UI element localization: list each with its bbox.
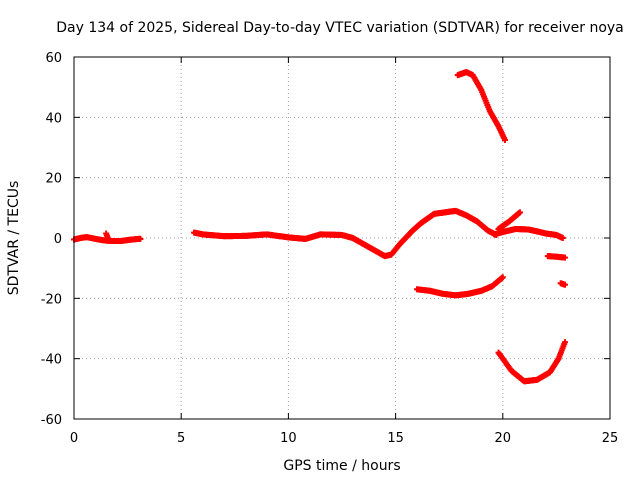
series-arc-1-spike (103, 230, 112, 243)
data-point (561, 339, 568, 346)
x-ticks: 0 5 10 15 20 25 (70, 57, 618, 446)
data-point (559, 235, 566, 241)
y-tick-label: 0 (54, 232, 62, 247)
x-tick-label: 0 (70, 431, 78, 446)
plot-frame (73, 56, 611, 420)
x-tick-label: 15 (387, 431, 404, 446)
x-tick-label: 20 (495, 431, 512, 446)
y-tick-label: 40 (45, 111, 62, 126)
series-arc-3 (491, 225, 566, 241)
data-point (499, 274, 506, 281)
y-tick-label: -60 (41, 413, 62, 428)
series-arc-8 (557, 280, 568, 288)
data-point (105, 236, 112, 243)
y-axis-label: SDTVAR / TECUs (6, 181, 22, 296)
data-marks (71, 69, 568, 385)
y-tick-label: 20 (45, 172, 62, 187)
x-tick-label: 10 (280, 431, 297, 446)
data-point (501, 136, 508, 143)
y-tick-label: -40 (41, 353, 62, 368)
series-arc-3-branch (495, 209, 523, 232)
data-point (561, 281, 568, 288)
x-axis-label: GPS time / hours (283, 458, 400, 474)
data-point (137, 235, 144, 242)
x-tick-label: 5 (177, 431, 185, 446)
series-arc-2 (191, 207, 500, 260)
y-tick-label: 60 (45, 51, 62, 66)
data-point (561, 254, 568, 261)
data-point (516, 209, 523, 216)
series-arc-4 (414, 274, 506, 299)
series-arc-7 (544, 253, 568, 261)
series-arc-5 (454, 69, 508, 143)
series-arc-6 (495, 339, 568, 385)
chart-title: Day 134 of 2025, Sidereal Day-to-day VTE… (56, 20, 624, 36)
y-tick-label: -20 (41, 292, 62, 307)
x-tick-label: 25 (602, 431, 619, 446)
